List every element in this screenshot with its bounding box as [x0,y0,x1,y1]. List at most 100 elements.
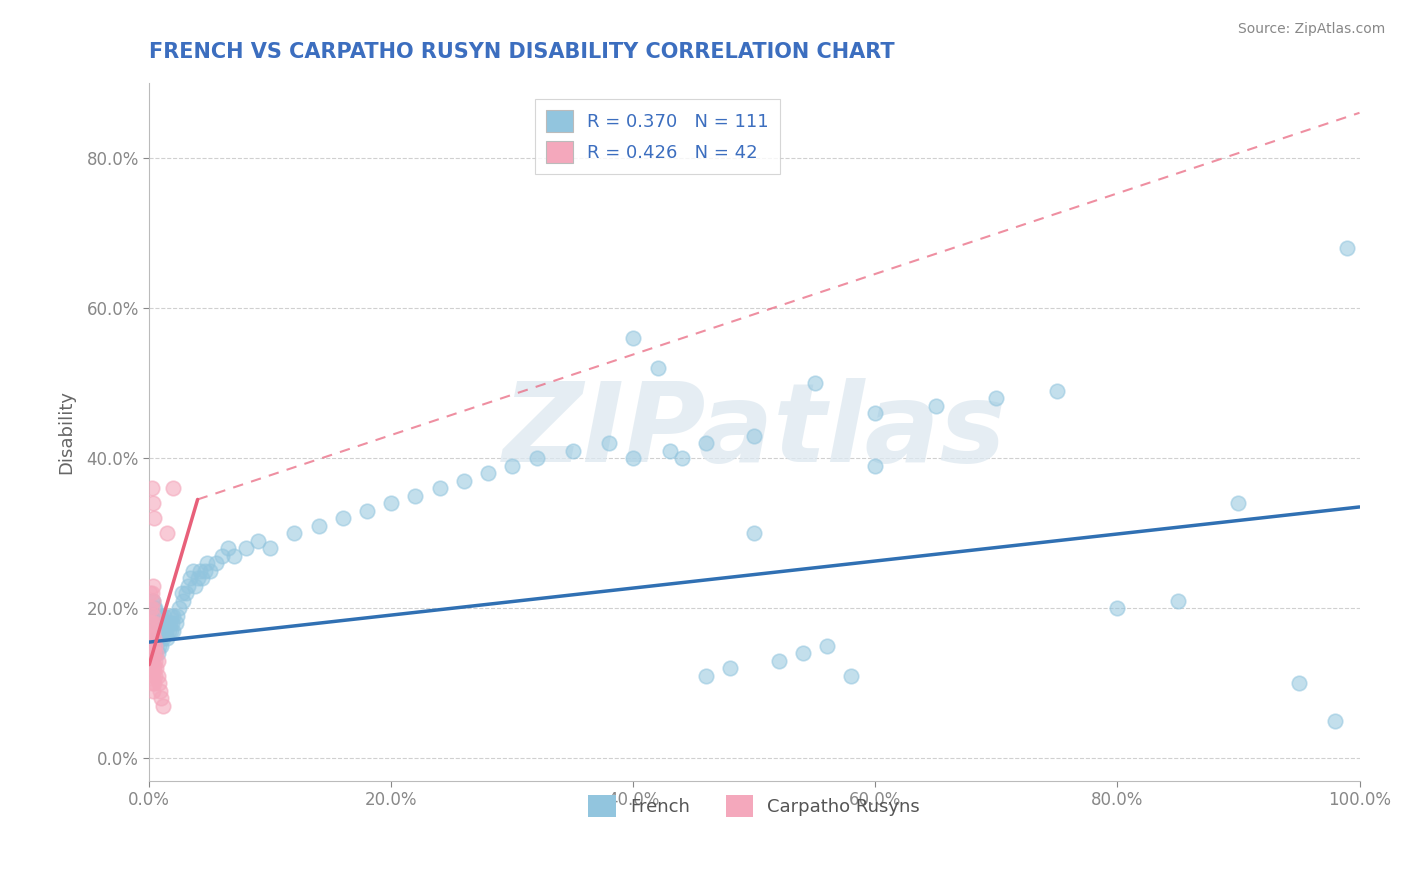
Point [925,399,948,413]
Point [141,594,163,608]
Point [149,684,172,698]
Point [139,632,162,646]
Point [247,533,270,548]
Point [150,691,173,706]
Point [142,624,165,638]
Point [139,586,162,600]
Point [142,496,165,510]
Point [1227,496,1250,510]
Point [143,669,166,683]
Point [143,616,166,631]
Point [404,489,426,503]
Point [139,616,162,631]
Point [143,654,166,668]
Point [142,646,165,660]
Point [145,639,167,653]
Point [148,608,170,623]
Point [139,646,162,660]
Point [283,526,305,541]
Point [181,564,204,578]
Point [561,443,583,458]
Point [142,579,165,593]
Point [148,639,170,653]
Text: FRENCH VS CARPATHO RUSYN DISABILITY CORRELATION CHART: FRENCH VS CARPATHO RUSYN DISABILITY CORR… [149,42,894,62]
Point [142,594,165,608]
Point [141,601,163,615]
Point [143,661,166,675]
Point [1324,714,1347,728]
Point [198,564,221,578]
Point [146,646,169,660]
Point [148,676,170,690]
Point [1288,676,1310,690]
Point [139,632,162,646]
Point [152,624,174,638]
Point [160,608,183,623]
Point [141,632,163,646]
Point [143,601,166,615]
Point [139,661,162,675]
Point [143,632,166,646]
Point [152,698,174,713]
Point [865,406,887,420]
Point [142,684,165,698]
Point [141,481,163,495]
Point [146,669,169,683]
Point [142,608,165,623]
Point [179,571,201,585]
Point [142,594,165,608]
Point [1167,594,1189,608]
Point [143,639,166,653]
Point [792,646,814,660]
Point [621,331,644,345]
Point [155,624,177,638]
Point [142,608,165,623]
Point [143,639,166,653]
Point [217,541,239,556]
Point [156,632,179,646]
Point [153,616,176,631]
Point [380,496,402,510]
Point [598,436,620,450]
Point [145,608,167,623]
Point [191,571,214,585]
Point [177,579,200,593]
Point [141,661,163,675]
Point [172,594,194,608]
Point [146,632,169,646]
Point [150,624,173,638]
Point [141,586,163,600]
Text: ZIPatlas: ZIPatlas [502,378,1007,485]
Point [149,616,172,631]
Point [142,654,165,668]
Point [815,639,838,653]
Point [148,624,170,638]
Point [621,451,644,466]
Point [139,646,162,660]
Point [235,541,257,556]
Text: Source: ZipAtlas.com: Source: ZipAtlas.com [1237,22,1385,37]
Point [165,616,187,631]
Point [160,624,183,638]
Point [146,654,169,668]
Point [162,608,184,623]
Point [142,632,165,646]
Legend: French, Carpatho Rusyns: French, Carpatho Rusyns [581,788,928,824]
Point [141,676,163,690]
Point [184,579,207,593]
Point [308,518,330,533]
Point [142,669,165,683]
Point [865,458,887,473]
Point [166,608,188,623]
Point [222,549,245,563]
Point [141,654,163,668]
Point [1046,384,1069,398]
Point [453,474,475,488]
Point [159,616,181,631]
Point [839,669,862,683]
Point [170,586,193,600]
Point [139,601,162,615]
Point [141,646,163,660]
Point [169,601,191,615]
Point [647,361,669,376]
